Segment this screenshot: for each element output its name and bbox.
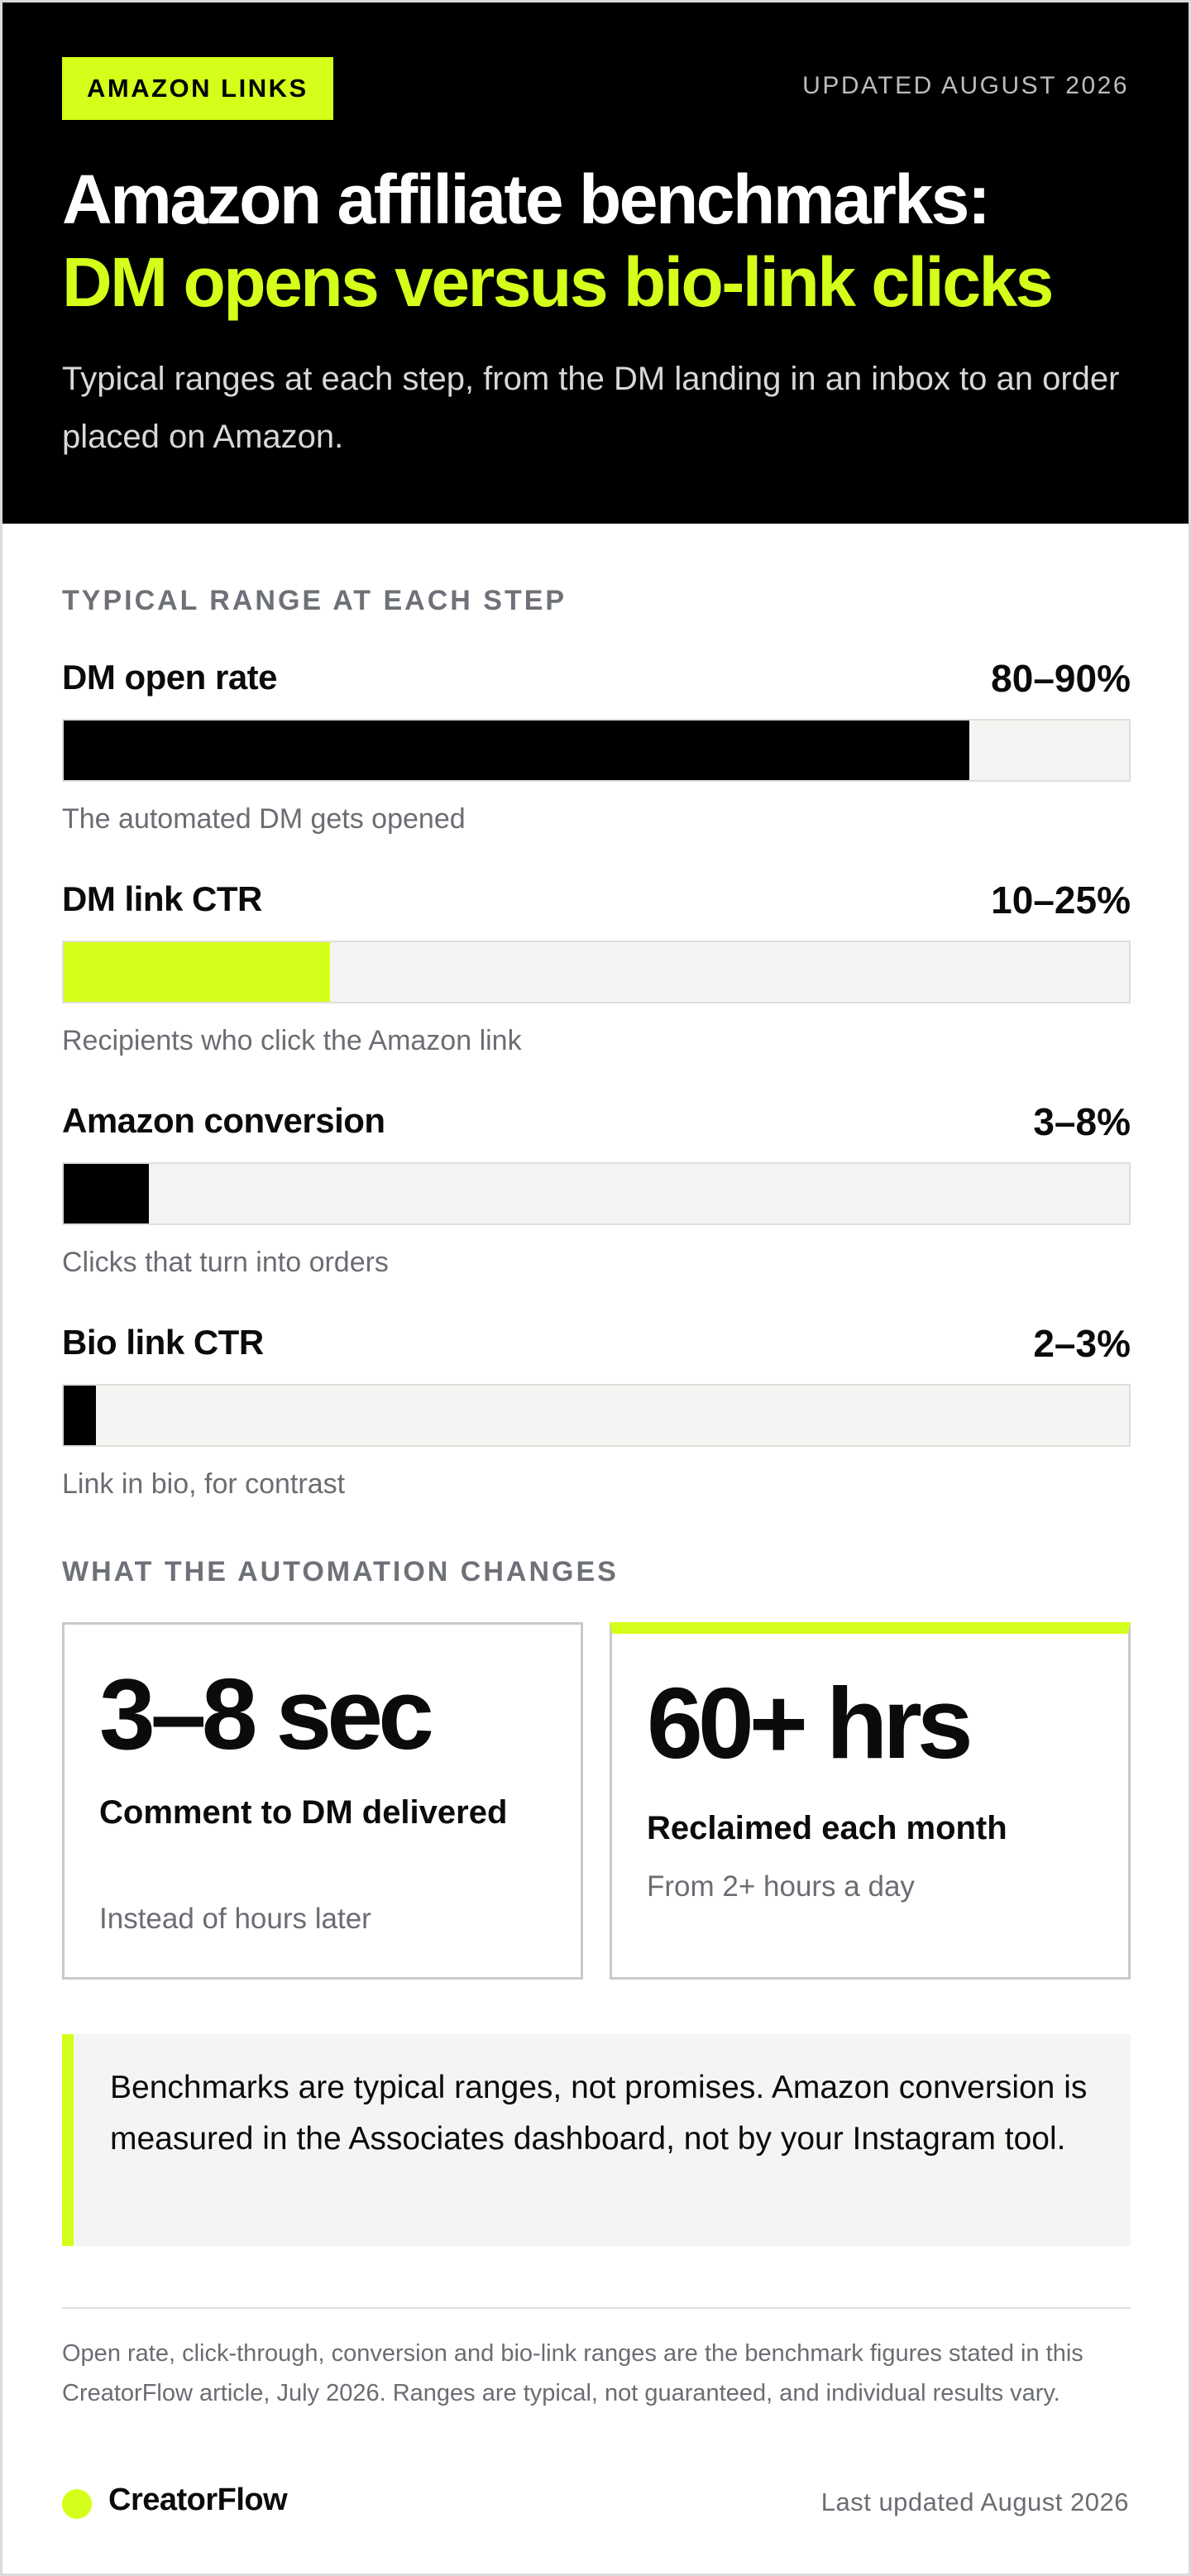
section-label-automation: WHAT THE AUTOMATION CHANGES [62,1556,619,1587]
bar-description: Recipients who click the Amazon link [62,1025,522,1056]
disclaimer-text: Benchmarks are typical ranges, not promi… [110,2070,1088,2157]
metric-row: Amazon conversion 3–8% Clicks that turn … [62,1100,1131,1316]
subtitle: Typical ranges at each step, from the DM… [62,361,1120,455]
title-line-2: DM opens versus bio-link clicks [62,243,1054,321]
disclaimer-note: Benchmarks are typical ranges, not promi… [62,2034,1131,2246]
bar-fill [64,721,969,780]
section-label-ranges: TYPICAL RANGE AT EACH STEP [62,585,567,616]
bar-fill [64,1164,149,1223]
stat-big-number: 3–8 sec [99,1658,434,1770]
page-title: Amazon affiliate benchmarks: DM opens ve… [62,158,1137,323]
bar-description: Clicks that turn into orders [62,1247,389,1278]
updated-date: UPDATED AUGUST 2026 [802,72,1129,99]
bar-label: Bio link CTR [62,1323,264,1362]
stat-card-hours: 60+ hrs Reclaimed each month From 2+ hou… [610,1622,1131,1980]
bar-value-label: 3–8% [1033,1100,1131,1143]
bar-description: Link in bio, for contrast [62,1468,346,1500]
last-updated: Last updated August 2026 [820,2487,1129,2516]
bar-value-label: 2–3% [1033,1322,1131,1365]
brand-logo: CreatorFlow [108,2483,288,2517]
bar-label: DM open rate [62,658,278,697]
bar-fill [64,942,330,1002]
bar-track [62,1162,1131,1225]
category-badge: AMAZON LINKS [62,57,333,120]
bar-track [62,719,1131,782]
stat-description: Instead of hours later [99,1903,371,1935]
stat-card-speed: 3–8 sec Comment to DM delivered Instead … [62,1622,583,1980]
bar-label: Amazon conversion [62,1101,385,1140]
bar-value-label: 10–25% [991,879,1131,922]
bar-fill [64,1386,96,1445]
bar-value-label: 80–90% [991,657,1131,700]
stat-title: Reclaimed each month [647,1810,1007,1846]
bar-label: DM link CTR [62,879,262,918]
brand-dot-icon [62,2489,92,2519]
source-footnote: Open rate, click-through, conversion and… [62,2340,1083,2406]
bar-track [62,1384,1131,1447]
header: AMAZON LINKS UPDATED AUGUST 2026 Amazon … [2,2,1189,524]
metric-row: DM open rate 80–90% The automated DM get… [62,657,1131,873]
divider [62,2307,1131,2309]
title-line-1: Amazon affiliate benchmarks: [62,160,991,238]
bar-description: The automated DM gets opened [62,803,466,835]
stat-big-number: 60+ hrs [647,1667,973,1779]
stat-description: From 2+ hours a day [647,1870,915,1903]
metric-row: DM link CTR 10–25% Recipients who click … [62,879,1131,1094]
bar-track [62,941,1131,1003]
metric-row: Bio link CTR 2–3% Link in bio, for contr… [62,1322,1131,1538]
stat-title: Comment to DM delivered [99,1794,508,1831]
